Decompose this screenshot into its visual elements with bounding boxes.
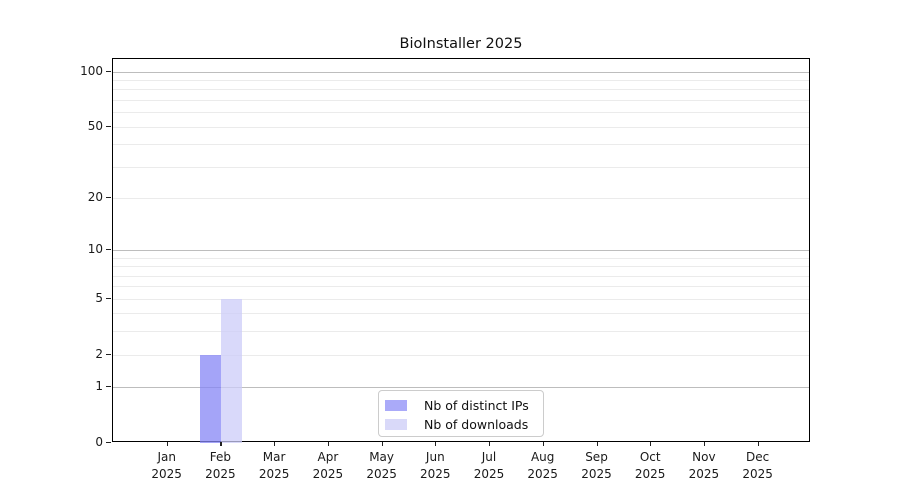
minor-gridline (113, 298, 809, 300)
x-tick-year: 2025 (581, 467, 612, 481)
x-axis-tick (274, 442, 276, 446)
minor-gridline (113, 112, 809, 114)
minor-gridline (113, 313, 809, 315)
y-axis-tick-label: 10 (87, 242, 103, 256)
x-axis-tick-label: Apr 2025 (296, 449, 360, 483)
x-axis-tick-label: Mar 2025 (242, 449, 306, 483)
plot-area (112, 58, 810, 443)
legend-entry: Nb of downloads (385, 415, 543, 434)
x-tick-year: 2025 (473, 467, 505, 481)
x-axis-tick-label: Oct 2025 (618, 449, 682, 483)
x-tick-year: 2025 (420, 467, 451, 481)
y-axis-tick-label: 1 (95, 379, 103, 394)
x-tick-year: 2025 (205, 467, 236, 481)
x-tick-month: May (369, 450, 394, 464)
y-axis-tick (106, 70, 111, 72)
major-gridline (113, 250, 809, 251)
x-axis-tick (757, 442, 759, 446)
x-axis-tick-label: Jun 2025 (403, 449, 467, 483)
minor-gridline (113, 286, 809, 288)
y-axis-tick (106, 249, 111, 251)
x-tick-year: 2025 (634, 467, 666, 481)
minor-gridline (113, 275, 809, 277)
x-tick-month: Mar (262, 450, 286, 464)
y-axis-tick (106, 353, 111, 355)
bar-downloads (221, 298, 243, 443)
legend: Nb of distinct IPs Nb of downloads (378, 390, 544, 437)
x-axis-tick-label: Jul 2025 (457, 449, 521, 483)
x-tick-month: Apr (317, 450, 339, 464)
x-axis-tick (220, 442, 222, 446)
x-axis-tick (542, 442, 544, 446)
x-tick-year: 2025 (151, 467, 182, 481)
y-axis-tick (106, 297, 111, 299)
x-axis-tick (596, 442, 598, 446)
x-tick-month: Jan (157, 450, 176, 464)
x-axis-tick-label: Jan 2025 (135, 449, 199, 483)
x-tick-year: 2025 (742, 467, 773, 481)
x-tick-month: Nov (692, 450, 716, 464)
x-axis-tick-label: Sep 2025 (565, 449, 629, 483)
x-axis-tick (435, 442, 437, 446)
y-axis-tick (106, 196, 111, 199)
x-tick-month: Aug (530, 450, 555, 464)
minor-gridline (113, 257, 809, 259)
x-axis-tick-label: Dec 2025 (726, 449, 790, 483)
minor-gridline (113, 166, 809, 168)
major-gridline (113, 71, 809, 73)
x-axis-tick (650, 442, 652, 446)
minor-gridline (113, 126, 809, 128)
x-tick-year: 2025 (258, 467, 290, 481)
x-axis-tick (327, 442, 330, 446)
y-axis-tick-label: 20 (87, 189, 103, 204)
x-tick-year: 2025 (366, 467, 397, 481)
y-axis-tick (106, 386, 111, 388)
x-tick-month: Oct (639, 450, 661, 464)
x-axis-tick (703, 442, 706, 446)
chart-title: BioInstaller 2025 (399, 36, 523, 52)
legend-swatch-downloads (385, 419, 407, 430)
legend-entry: Nb of distinct IPs (385, 396, 543, 415)
major-gridline (113, 387, 809, 389)
y-axis-tick-label: 2 (95, 346, 103, 361)
legend-label: Nb of distinct IPs (424, 398, 529, 413)
x-tick-year: 2025 (688, 467, 720, 481)
legend-label: Nb of downloads (424, 417, 529, 432)
x-axis-tick-label: May 2025 (350, 449, 414, 483)
minor-gridline (113, 79, 809, 81)
minor-gridline (113, 266, 809, 268)
x-axis-tick-label: Nov 2025 (672, 449, 736, 483)
legend-swatch-distinct-ips (385, 400, 407, 411)
x-tick-year: 2025 (312, 467, 344, 481)
x-tick-month: Sep (585, 450, 608, 464)
y-axis-tick-label: 50 (87, 118, 103, 133)
x-axis-tick (166, 442, 168, 446)
x-tick-month: Dec (745, 450, 770, 464)
y-axis-tick (106, 442, 111, 444)
x-axis-tick-label: Aug 2025 (511, 449, 575, 483)
x-axis-tick (489, 442, 491, 446)
x-tick-month: Feb (209, 450, 232, 464)
minor-gridline (113, 354, 809, 356)
y-axis-tick-label: 5 (95, 290, 103, 305)
minor-gridline (113, 197, 809, 199)
y-axis-tick-label: 100 (80, 63, 103, 78)
x-axis-tick (381, 442, 383, 446)
y-axis-tick-label: 0 (95, 435, 103, 449)
x-tick-month: Jul (481, 450, 497, 464)
x-tick-month: Jun (425, 450, 445, 464)
minor-gridline (113, 99, 809, 101)
x-tick-year: 2025 (527, 467, 558, 481)
bar-distinct-ips (200, 354, 222, 443)
minor-gridline (113, 331, 809, 333)
minor-gridline (113, 144, 809, 145)
x-axis-tick-label: Feb 2025 (188, 449, 252, 483)
minor-gridline (113, 89, 809, 91)
y-axis-tick (106, 125, 111, 127)
